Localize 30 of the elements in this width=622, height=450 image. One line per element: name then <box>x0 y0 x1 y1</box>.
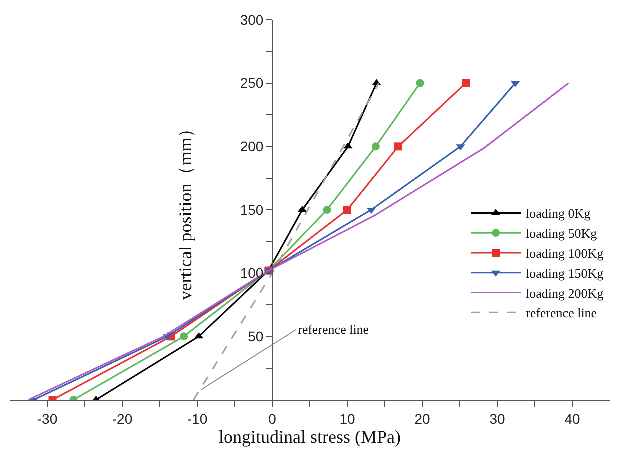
point <box>344 206 352 214</box>
x-tick-label: 10 <box>340 410 356 427</box>
legend-label: loading 200Kg <box>526 286 604 301</box>
y-tick-label: 300 <box>240 12 264 28</box>
x-tick-label: -10 <box>187 410 208 427</box>
point <box>372 142 380 151</box>
y-tick-label: 200 <box>240 138 264 155</box>
x-axis-title: longitudinal stress (MPa) <box>219 426 401 447</box>
y-axis-title: vertical position（mm） <box>176 120 196 300</box>
legend-label: loading 150Kg <box>526 266 604 281</box>
legend-label: loading 0Kg <box>526 206 592 222</box>
legend-label: reference line <box>526 306 598 321</box>
y-tick-label: 100 <box>240 265 264 282</box>
x-tick-label: -20 <box>112 410 133 427</box>
y-tick-label: 150 <box>240 202 264 218</box>
point <box>416 79 424 88</box>
y-tick-label: 50 <box>248 328 264 345</box>
point <box>180 332 188 341</box>
point <box>462 79 470 88</box>
y-tick-label: 250 <box>240 75 264 92</box>
legend-label: loading 50Kg <box>526 226 598 242</box>
point <box>323 206 332 214</box>
x-tick-label: 20 <box>414 410 430 427</box>
annotation: reference line <box>298 322 370 337</box>
x-tick-label: -30 <box>37 410 58 427</box>
point <box>394 142 402 151</box>
x-tick-label: 30 <box>490 410 506 427</box>
legend-label: loading 100Kg <box>526 246 604 262</box>
x-tick-label: 0 <box>268 410 277 427</box>
x-tick-label: 40 <box>564 410 580 427</box>
